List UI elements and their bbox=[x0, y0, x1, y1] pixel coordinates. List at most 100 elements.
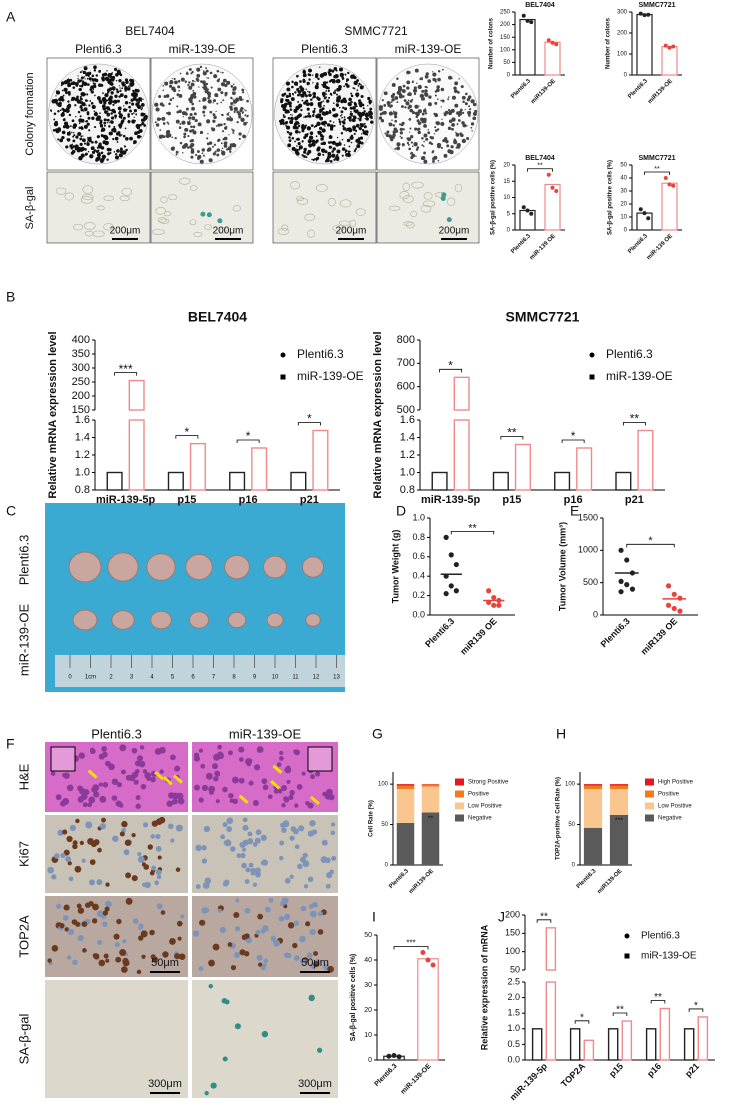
colony-dot bbox=[357, 84, 360, 87]
colony-dot bbox=[79, 115, 82, 118]
colony-dot bbox=[99, 69, 101, 72]
colony-dot bbox=[458, 78, 460, 80]
colony-dot bbox=[306, 115, 310, 118]
nucleus bbox=[142, 769, 148, 774]
colony-dot bbox=[226, 117, 230, 121]
colony-dot bbox=[211, 145, 215, 148]
y-tick-label: 0.6 bbox=[412, 551, 425, 561]
group-label: miR-139-OE bbox=[395, 42, 462, 56]
nucleus bbox=[72, 840, 78, 846]
colony-dot bbox=[427, 129, 429, 131]
colony-dot bbox=[91, 74, 95, 78]
colony-dot bbox=[226, 113, 230, 116]
nucleus bbox=[286, 779, 291, 784]
colony-dot bbox=[172, 97, 175, 100]
nucleus bbox=[204, 1091, 209, 1096]
colony-dot bbox=[124, 83, 126, 86]
nucleus bbox=[82, 948, 87, 953]
colony-dot bbox=[166, 121, 169, 124]
colony-dot bbox=[225, 125, 228, 128]
colony-dot bbox=[328, 80, 332, 83]
colony-dot bbox=[193, 112, 197, 116]
nucleus bbox=[150, 834, 156, 839]
colony-dot bbox=[331, 69, 335, 73]
colony-dot bbox=[114, 114, 118, 118]
tumor bbox=[107, 552, 139, 582]
colony-dot bbox=[427, 131, 431, 135]
cell bbox=[423, 200, 436, 207]
colony-dot bbox=[98, 142, 102, 146]
legend-marker bbox=[589, 374, 595, 380]
colony-dot bbox=[222, 78, 227, 83]
colony-dot bbox=[396, 101, 399, 104]
colony-dot bbox=[392, 124, 396, 127]
colony-dot bbox=[111, 86, 116, 91]
y-tick-label: 250 bbox=[500, 10, 511, 16]
nucleus bbox=[159, 769, 164, 774]
scale-bar-label: 200μm bbox=[110, 226, 141, 237]
colony-dot bbox=[329, 160, 333, 163]
colony-dot bbox=[221, 150, 226, 155]
panel-letter: A bbox=[6, 9, 16, 25]
panel-letter: B bbox=[6, 289, 15, 305]
nucleus bbox=[63, 849, 70, 856]
colony-dot bbox=[216, 102, 219, 105]
bar bbox=[645, 1028, 657, 1061]
chart-title: SMMC7721 bbox=[506, 309, 580, 325]
colony-dot bbox=[310, 70, 313, 72]
colony-dot bbox=[352, 87, 355, 89]
data-point bbox=[638, 11, 643, 16]
arrow bbox=[87, 769, 98, 779]
colony-dot bbox=[303, 125, 307, 129]
nucleus bbox=[135, 795, 141, 801]
colony-dot bbox=[194, 119, 198, 123]
colony-dot bbox=[331, 150, 334, 153]
nucleus bbox=[93, 953, 100, 960]
colony-dot bbox=[413, 88, 418, 93]
nucleus bbox=[328, 794, 335, 801]
sa-gal-image bbox=[376, 171, 480, 244]
data-point bbox=[677, 595, 683, 601]
colony-dot bbox=[387, 104, 391, 107]
colony-dot bbox=[72, 86, 76, 89]
nucleus bbox=[115, 956, 122, 963]
colony-dot bbox=[341, 147, 346, 151]
colony-dot bbox=[285, 124, 287, 127]
bar-segment bbox=[609, 785, 629, 789]
colony-dot bbox=[285, 81, 291, 86]
x-tick-label: miR139 OE bbox=[639, 616, 680, 657]
nucleus bbox=[311, 901, 318, 908]
y-tick-label: 40 bbox=[364, 957, 372, 964]
nucleus bbox=[244, 933, 250, 939]
group-label: Plenti6.3 bbox=[91, 726, 142, 741]
colony-dot bbox=[441, 99, 445, 103]
nucleus bbox=[226, 817, 234, 824]
colony-dot bbox=[129, 101, 131, 104]
nucleus bbox=[149, 929, 155, 936]
nucleus bbox=[98, 782, 103, 787]
colony-dot bbox=[443, 137, 448, 141]
colony-dot bbox=[183, 132, 187, 136]
colony-dot bbox=[199, 130, 204, 135]
colony-dot bbox=[288, 118, 290, 120]
colony-dot bbox=[112, 103, 115, 106]
nucleus bbox=[112, 835, 119, 842]
colony-dot bbox=[178, 126, 182, 129]
nucleus bbox=[257, 913, 264, 920]
nucleus bbox=[92, 903, 99, 911]
colony-dot bbox=[469, 108, 472, 111]
nucleus bbox=[213, 776, 219, 782]
nucleus bbox=[293, 955, 300, 961]
colony-dot bbox=[80, 153, 85, 158]
colony-dot bbox=[468, 114, 471, 117]
nucleus bbox=[102, 781, 109, 788]
nucleus bbox=[154, 880, 159, 885]
colony-dot bbox=[87, 116, 91, 120]
stain bbox=[217, 218, 223, 224]
nucleus bbox=[262, 963, 267, 968]
colony-dot bbox=[350, 92, 353, 95]
colony-dot bbox=[336, 93, 339, 96]
colony-dot bbox=[413, 92, 417, 96]
nucleus bbox=[296, 784, 303, 790]
colony-dot bbox=[447, 126, 452, 131]
